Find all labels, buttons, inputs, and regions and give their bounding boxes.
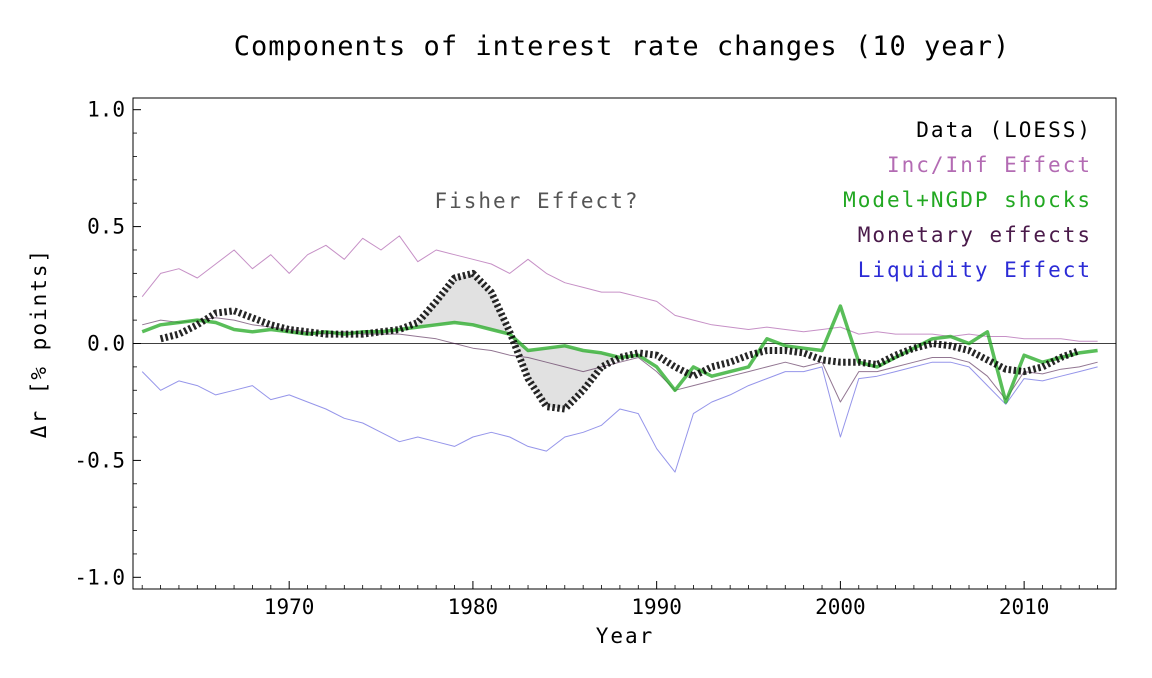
x-tick-label: 1980: [448, 595, 499, 619]
legend-item: Data (LOESS): [916, 118, 1092, 142]
series-layer: [141, 235, 1098, 473]
y-tick-label: -0.5: [74, 448, 125, 472]
x-tick-label: 1970: [264, 595, 315, 619]
y-tick-label: 1.0: [87, 98, 125, 122]
legend: Data (LOESS) Inc/Inf Effect Model+NGDP sho…: [843, 118, 1092, 282]
series-line-data-loess-: [159, 269, 1081, 413]
legend-item: Liquidity Effect: [858, 258, 1092, 282]
x-tick-label: 2010: [999, 595, 1050, 619]
annotations: Fisher Effect?: [434, 189, 639, 213]
fisher-effect-region: [417, 273, 620, 409]
y-tick-label: 0.5: [87, 215, 125, 239]
series-line-inc-inf-effect: [141, 235, 1098, 342]
x-tick-label: 2000: [815, 595, 866, 619]
x-axis-title: Year: [596, 624, 655, 648]
chart-title: Components of interest rate changes (10 …: [234, 31, 1011, 62]
series-line-model-ngdp-shocks: [141, 304, 1098, 404]
legend-item: Monetary effects: [858, 223, 1092, 247]
fisher-fill-layer: [417, 273, 620, 409]
axis-layer: 1970 1980 1990 2000 2010 1.0 0.5 0.0 -0.5 -1.0: [74, 98, 1099, 619]
annotation-fisher-effect: Fisher Effect?: [434, 189, 639, 213]
y-axis-title: Δr [% points]: [27, 248, 51, 438]
x-tick-label: 1990: [631, 595, 682, 619]
series-line-liquidity-effect: [141, 361, 1098, 473]
legend-item: Model+NGDP shocks: [843, 188, 1092, 212]
y-tick-label: -1.0: [74, 565, 125, 589]
y-tick-label: 0.0: [87, 332, 125, 356]
legend-item: Inc/Inf Effect: [887, 153, 1092, 177]
